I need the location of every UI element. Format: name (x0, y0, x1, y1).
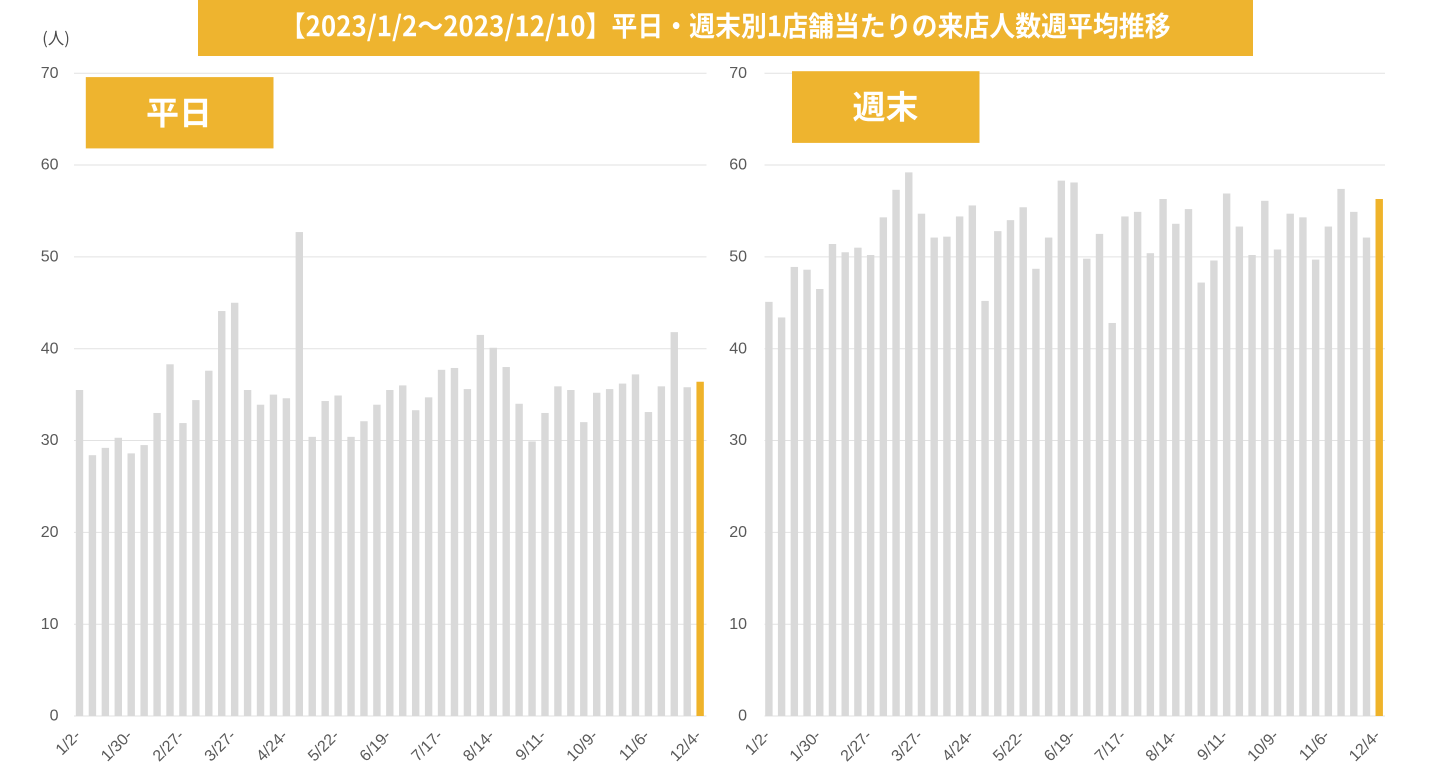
svg-text:10: 10 (729, 616, 747, 633)
svg-text:70: 70 (729, 65, 747, 82)
svg-text:20: 20 (41, 524, 59, 541)
svg-text:30: 30 (729, 432, 747, 449)
svg-text:60: 60 (41, 157, 59, 174)
svg-text:50: 50 (729, 249, 747, 266)
svg-text:10: 10 (41, 616, 59, 633)
svg-text:50: 50 (41, 249, 59, 266)
svg-text:70: 70 (41, 65, 59, 82)
svg-text:20: 20 (729, 524, 747, 541)
svg-text:0: 0 (738, 708, 747, 725)
svg-text:40: 40 (41, 340, 59, 357)
svg-text:60: 60 (729, 157, 747, 174)
svg-text:30: 30 (41, 432, 59, 449)
svg-text:0: 0 (50, 708, 59, 725)
svg-text:40: 40 (729, 340, 747, 357)
